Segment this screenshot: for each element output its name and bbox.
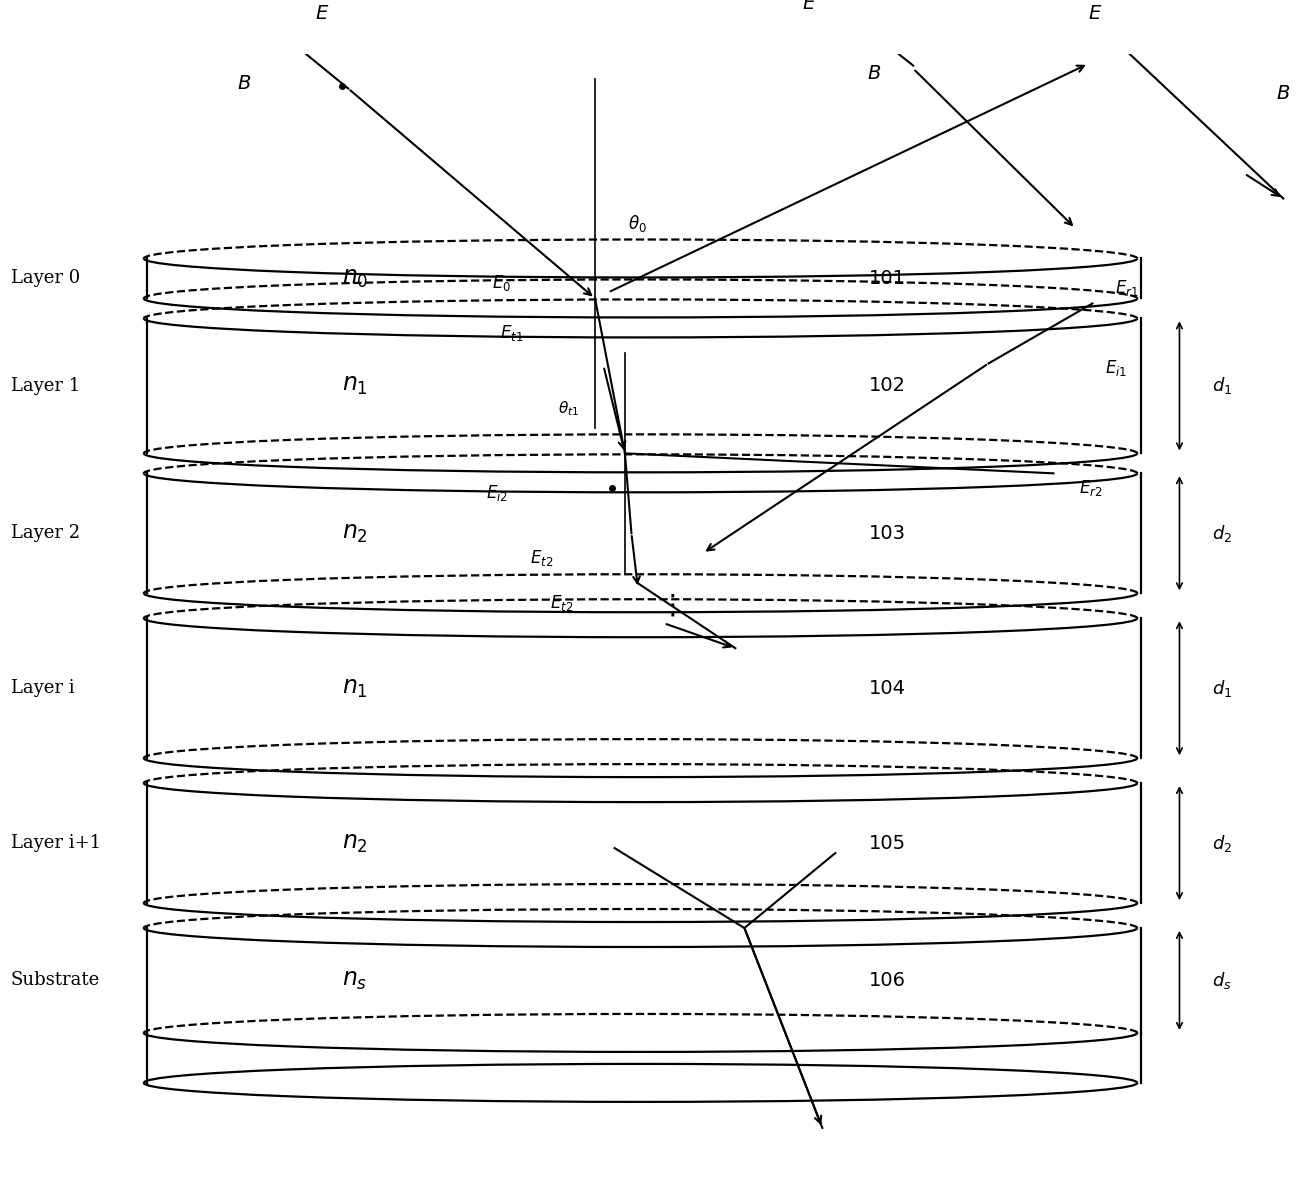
Text: 105: 105 [869,833,906,852]
Text: $B$: $B$ [867,65,881,82]
Text: $d_s$: $d_s$ [1212,970,1231,991]
Text: $d_2$: $d_2$ [1212,832,1233,853]
Text: 106: 106 [869,971,906,990]
Text: $E_{t1}$: $E_{t1}$ [501,324,524,344]
Text: $E_{r2}$: $E_{r2}$ [1080,478,1103,498]
Text: $\theta_0$: $\theta_0$ [627,213,646,234]
Text: $E_0$: $E_0$ [491,273,511,293]
Text: $n_2$: $n_2$ [342,832,367,855]
Text: $d_1$: $d_1$ [1212,375,1233,397]
Text: $E_{i2}$: $E_{i2}$ [486,484,508,504]
Text: 104: 104 [869,679,906,698]
Text: $n_0$: $n_0$ [341,267,369,290]
Text: Layer i: Layer i [10,679,74,697]
Text: $E_{t2}$: $E_{t2}$ [531,548,553,568]
Text: $E$: $E$ [315,5,329,22]
Text: Layer i+1: Layer i+1 [10,834,101,852]
Text: $n_s$: $n_s$ [342,969,367,992]
Text: $E$: $E$ [802,0,817,13]
Text: $E$: $E$ [1087,5,1102,22]
Text: $E_{r1}$: $E_{r1}$ [1115,279,1138,299]
Text: 101: 101 [869,270,906,288]
Text: $\theta_{t1}$: $\theta_{t1}$ [558,400,579,418]
Text: $\vdots$: $\vdots$ [657,592,676,620]
Text: $B$: $B$ [238,74,251,93]
Text: $d_2$: $d_2$ [1212,523,1233,544]
Text: $n_1$: $n_1$ [342,374,367,398]
Text: $E_{i1}$: $E_{i1}$ [1106,359,1128,378]
Text: $d_1$: $d_1$ [1212,678,1233,699]
Text: Layer 0: Layer 0 [10,270,80,287]
Text: $B$: $B$ [1276,85,1290,102]
Text: $n_1$: $n_1$ [342,677,367,699]
Text: 103: 103 [869,524,906,543]
Text: Layer 2: Layer 2 [10,524,80,543]
Text: $E_{t2}$: $E_{t2}$ [550,593,572,613]
Text: Layer 1: Layer 1 [10,377,80,395]
Text: $n_2$: $n_2$ [342,521,367,545]
Text: 102: 102 [869,377,906,395]
Text: Substrate: Substrate [10,971,99,990]
